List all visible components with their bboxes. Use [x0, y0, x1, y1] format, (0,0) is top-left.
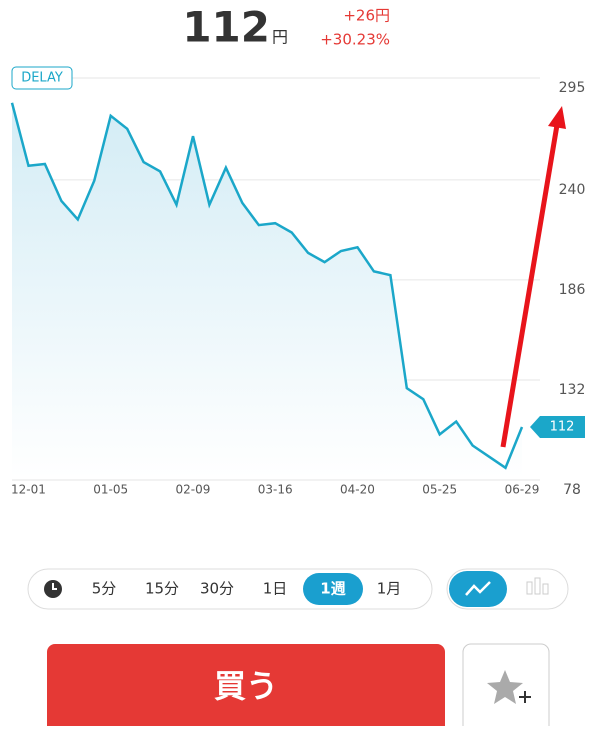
timeframe-button[interactable]: 1日	[263, 580, 288, 598]
x-tick-label: 04-20	[340, 483, 375, 497]
x-tick-label: 01-05	[93, 483, 128, 497]
x-tick-label: 05-25	[422, 483, 457, 497]
buy-button[interactable]	[47, 644, 445, 730]
arrow-head	[548, 106, 566, 129]
y-tick-label: 240	[559, 182, 586, 198]
y-tick-label: 78	[563, 482, 581, 498]
clock-hands	[52, 583, 57, 590]
timeframe-button[interactable]: 15分	[145, 580, 179, 598]
x-tick-label: 06-29	[505, 483, 540, 497]
price: 112	[182, 3, 270, 52]
delay-badge	[11, 66, 73, 90]
timeframes: 5分 15分 30分 1日 1週 1月	[92, 573, 402, 605]
chart: 78 132 186 240 295 12-01 01-05 02-09 03-16 04-20 0…	[10, 77, 586, 498]
delay-text: DELAY	[21, 71, 63, 86]
timeframe-button[interactable]: 1月	[377, 580, 402, 598]
plus-icon	[519, 691, 531, 703]
y-tick-label: 186	[559, 282, 586, 298]
y-tick-label: 132	[559, 382, 586, 398]
timeframe-selected[interactable]	[303, 573, 363, 605]
star-icon	[487, 670, 523, 704]
line-icon	[465, 581, 491, 596]
candle-icon[interactable]	[526, 577, 549, 595]
x-tick-label: 12-01	[11, 483, 46, 497]
x-tick-label: 02-09	[176, 483, 211, 497]
annotation-arrow	[500, 124, 560, 448]
price-line	[10, 102, 524, 470]
x-tick-label: 03-16	[258, 483, 293, 497]
timeframe-button[interactable]: 1週	[320, 580, 345, 598]
price-change-pct: +30.23%	[320, 31, 390, 49]
y-tick-label: 295	[559, 80, 586, 96]
last-price-label: 112	[550, 420, 575, 435]
timeframe-button[interactable]: 5分	[92, 580, 117, 598]
timeframe-button[interactable]: 30分	[200, 580, 234, 598]
price-area	[12, 102, 522, 479]
price-change: +26円	[343, 7, 390, 25]
price-unit: 円	[272, 28, 288, 47]
buy-label: 買う	[214, 667, 278, 705]
last-price-tag	[530, 416, 585, 439]
